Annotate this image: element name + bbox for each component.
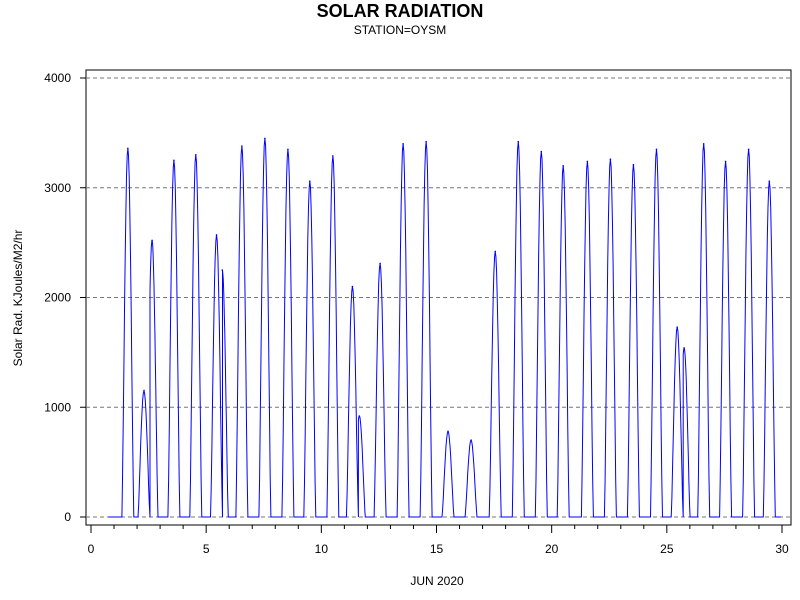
daily-peak-point [562, 165, 564, 167]
daily-peak-point [127, 147, 129, 150]
series-group [108, 137, 781, 518]
daily-peak-point [151, 239, 153, 242]
daily-peak-point [241, 145, 243, 147]
daily-peak-point [494, 250, 497, 253]
x-tick-label: 5 [203, 542, 210, 556]
grid-lines [86, 77, 791, 518]
y-tick-label: 3000 [44, 181, 71, 195]
daily-peak-point [402, 143, 404, 145]
y-tick-label: 4000 [44, 71, 71, 85]
y-tick-label: 2000 [44, 291, 71, 305]
daily-peak-point [632, 163, 635, 166]
chart-title: SOLAR RADIATION [316, 1, 484, 21]
daily-peak-point [470, 439, 472, 441]
daily-peak-point [702, 143, 705, 145]
y-axis: 0 1000 2000 3000 4000 [44, 71, 86, 524]
daily-peak-point [586, 160, 589, 163]
daily-peak-point [221, 269, 224, 271]
daily-peak-point [195, 154, 197, 156]
daily-peak-point [517, 140, 520, 143]
x-axis: 0 5 10 15 20 25 30 [88, 525, 789, 556]
daily-peak-point [379, 262, 381, 265]
y-tick-label: 0 [64, 510, 71, 524]
daily-peak-point [287, 148, 289, 151]
daily-peak-point [358, 415, 361, 417]
solar-radiation-line [108, 138, 781, 518]
daily-peak-point [540, 150, 543, 153]
daily-peak-point [173, 159, 175, 162]
x-tick-label: 30 [775, 542, 789, 556]
x-tick-label: 10 [315, 542, 329, 556]
daily-peak-point [676, 326, 678, 328]
daily-peak-point [309, 180, 311, 182]
daily-peak-point [215, 234, 218, 236]
y-tick-label: 1000 [44, 400, 71, 414]
daily-peak-point [143, 389, 145, 392]
daily-peak-point [724, 160, 727, 163]
daily-peak-point [609, 158, 612, 161]
daily-peak-point [655, 148, 658, 151]
x-tick-label: 15 [430, 542, 444, 556]
x-tick-label: 25 [660, 542, 674, 556]
daily-peak-point [768, 180, 771, 182]
y-axis-label: Solar Rad. KJoules/M2/hr [11, 230, 25, 367]
daily-peak-point [351, 285, 354, 288]
daily-peak-point [332, 155, 334, 157]
x-tick-label: 20 [545, 542, 559, 556]
daily-peak-point [425, 140, 427, 143]
daily-peak-point [447, 430, 449, 433]
daily-peak-point [264, 137, 266, 140]
daily-peak-point [683, 347, 685, 349]
daily-peak-point [747, 148, 750, 151]
chart-subtitle: STATION=OYSM [353, 23, 447, 37]
x-tick-label: 0 [88, 542, 95, 556]
x-axis-label: JUN 2020 [410, 574, 464, 588]
